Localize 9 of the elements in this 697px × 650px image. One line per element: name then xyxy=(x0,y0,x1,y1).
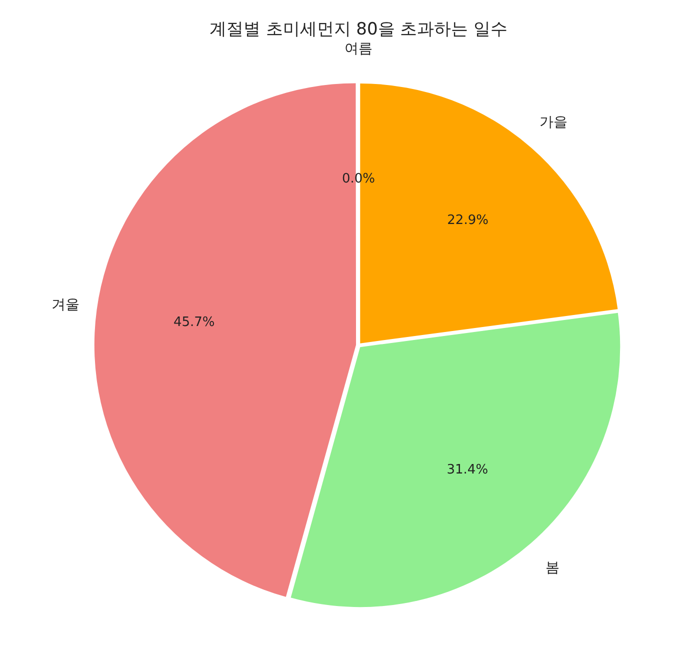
category-label: 여름 xyxy=(344,41,372,58)
data-label: 45.7% xyxy=(173,315,215,330)
slice-label: 봄 xyxy=(546,560,560,576)
text: 0.0% xyxy=(342,172,376,187)
data-label: 22.9% xyxy=(447,212,488,228)
chart-title: 계절별 초미세먼지 80을 초과하는 일수 xyxy=(209,20,508,40)
slice-label: 가을 xyxy=(539,114,568,130)
data-label: 31.4% xyxy=(446,462,488,478)
slice-label: 겨울 xyxy=(51,297,80,314)
